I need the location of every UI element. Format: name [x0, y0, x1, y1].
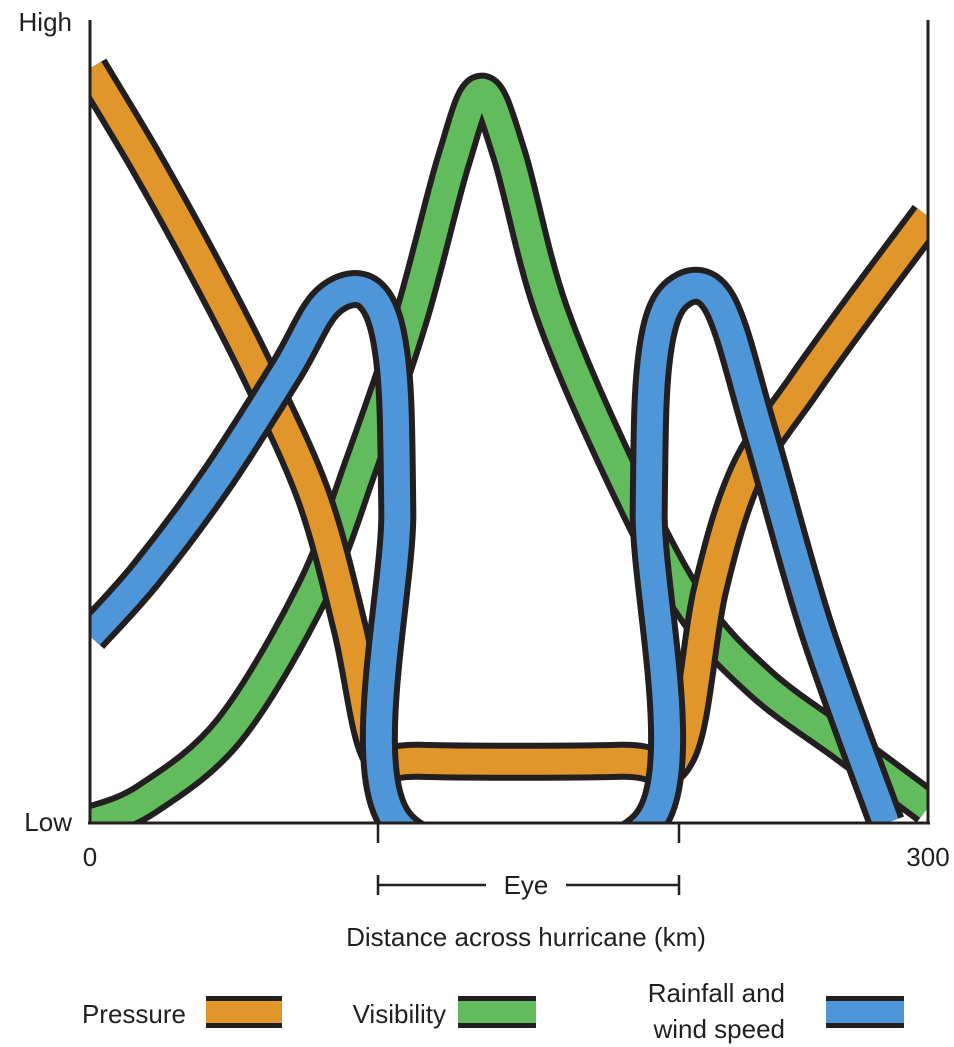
series-line-rainfall-and-wind-speed [90, 272, 899, 822]
x-tick-label-300: 300 [906, 842, 949, 872]
series-line-visibility [90, 78, 928, 822]
legend-label-rainfall-line1: Rainfall and [648, 978, 785, 1008]
eye-bracket: Eye [376, 870, 681, 900]
legend-label-pressure: Pressure [82, 999, 186, 1029]
legend-label-visibility: Visibility [353, 999, 446, 1029]
y-tick-label-low: Low [24, 807, 72, 837]
x-axis-title: Distance across hurricane (km) [346, 922, 706, 952]
series-rainfall-and-wind-speed [90, 266, 904, 822]
legend-swatch-pressure [206, 996, 282, 1028]
x-tick-label-0: 0 [83, 842, 97, 872]
series-layer [90, 58, 928, 822]
eye-label: Eye [504, 870, 549, 900]
legend-swatch-rainfall [826, 996, 904, 1028]
legend: Pressure Visibility Rainfall and wind sp… [82, 978, 904, 1044]
legend-label-rainfall-line2: wind speed [652, 1014, 785, 1044]
y-tick-label-high: High [19, 7, 72, 37]
legend-swatch-visibility [458, 996, 536, 1028]
series-visibility [90, 72, 928, 822]
